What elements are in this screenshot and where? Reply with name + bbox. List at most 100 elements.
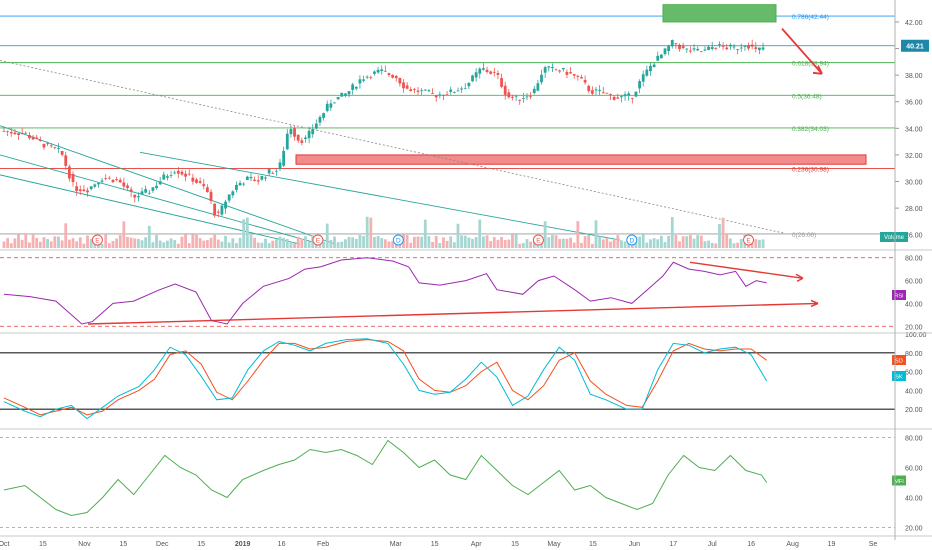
candle-body [278, 162, 282, 170]
volume-bar [126, 236, 129, 248]
volume-bar [551, 234, 554, 248]
candle-body [293, 128, 296, 137]
volume-bar [721, 217, 725, 248]
candle-body [351, 84, 355, 90]
volume-label: Volume [884, 235, 905, 241]
candle-body [144, 189, 148, 193]
candle-body [638, 81, 641, 89]
candle-body [529, 96, 533, 98]
volume-bar [296, 236, 300, 248]
volume-bar [307, 241, 311, 248]
volume-bar [387, 241, 391, 248]
stochastic-panel: 20.00 40.00 60.00 80.00 100.00 SD SK [0, 332, 927, 420]
candle-body [540, 74, 543, 83]
candle-body [369, 77, 373, 79]
event-marker-label: E [536, 238, 541, 245]
down-arrow-head [812, 65, 823, 75]
volume-bar [663, 241, 667, 248]
time-tick-label: 15 [39, 541, 47, 548]
volume-bar [405, 234, 409, 248]
candle-body [521, 98, 525, 99]
candle-body [133, 194, 137, 198]
candle-body [761, 47, 765, 50]
trend-line [0, 125, 336, 245]
event-marker [392, 234, 404, 246]
candle-body [93, 184, 97, 187]
last-price-label: 40.21 [906, 44, 924, 51]
candle-body [492, 71, 496, 73]
volume-bar [442, 237, 445, 248]
candle-body [129, 189, 133, 192]
indicator-tick-label: 80.00 [905, 436, 923, 443]
candle-body [398, 77, 402, 84]
candle-body [478, 68, 482, 74]
volume-bar [347, 236, 351, 248]
series-line-mfi [3, 439, 768, 517]
candle-body [670, 40, 674, 47]
volume-bar [383, 239, 387, 248]
candle-body [358, 79, 362, 84]
dashed-trend-line [0, 60, 786, 234]
volume-bar [511, 234, 514, 248]
event-marker [626, 234, 638, 246]
candle-body [427, 90, 431, 92]
time-tick-label: 15 [589, 541, 597, 548]
indicator-tick-label: 80.00 [905, 256, 923, 263]
volume-bar [540, 242, 543, 248]
trend-line [0, 174, 301, 245]
candle-body [195, 179, 198, 183]
volume-bar [180, 236, 184, 248]
candle-body [180, 171, 184, 175]
volume-bar [576, 221, 580, 248]
candle-body [340, 92, 344, 97]
volume-bar [623, 241, 627, 248]
candle-body [198, 181, 202, 183]
volume-bar [358, 235, 362, 248]
volume-bar [365, 216, 369, 248]
time-tick-label: Nov [78, 541, 91, 548]
price-tick-label: 30.00 [905, 180, 923, 187]
candle-body [594, 89, 598, 91]
indicator-tick-label: 40.00 [905, 388, 923, 395]
time-tick-label: 15 [431, 541, 439, 548]
volume-bar [547, 237, 551, 248]
candle-body [525, 96, 529, 98]
volume-bar [278, 236, 282, 248]
candle-body [347, 91, 351, 95]
volume-bar [427, 236, 431, 248]
candle-body [489, 71, 493, 74]
volume-bar [118, 235, 122, 248]
fib-level-label: 0.618(38.94) [792, 61, 829, 68]
volume-bar [754, 239, 758, 248]
volume-bar [224, 235, 227, 248]
candle-body [402, 82, 405, 89]
series-badge-label: SK [895, 375, 903, 381]
candle-body [681, 46, 685, 49]
volume-bar [594, 220, 598, 248]
candle-body [373, 71, 376, 74]
event-marker-label: E [316, 238, 321, 245]
candle-body [107, 177, 111, 179]
candle-body [100, 180, 104, 182]
candle-body [82, 189, 86, 191]
candle-body [623, 94, 627, 97]
volume-bar [260, 242, 264, 248]
volume-bar [13, 238, 17, 248]
candle-body [256, 180, 260, 182]
volume-bar [253, 237, 256, 248]
candle-body [576, 75, 580, 77]
candle-body [442, 95, 445, 96]
volume-bar [304, 236, 307, 248]
volume-bar [256, 242, 260, 248]
volume-bar [162, 242, 166, 248]
time-tick-label: 15 [119, 541, 127, 548]
candle-body [158, 181, 162, 185]
volume-bar [6, 238, 10, 248]
candle-body [496, 73, 500, 75]
time-tick-label: May [547, 541, 561, 548]
candle-body [354, 86, 358, 89]
volume-bar [362, 236, 365, 248]
candle-body [721, 46, 725, 48]
volume-bar [409, 242, 413, 248]
volume-bar [652, 238, 656, 248]
